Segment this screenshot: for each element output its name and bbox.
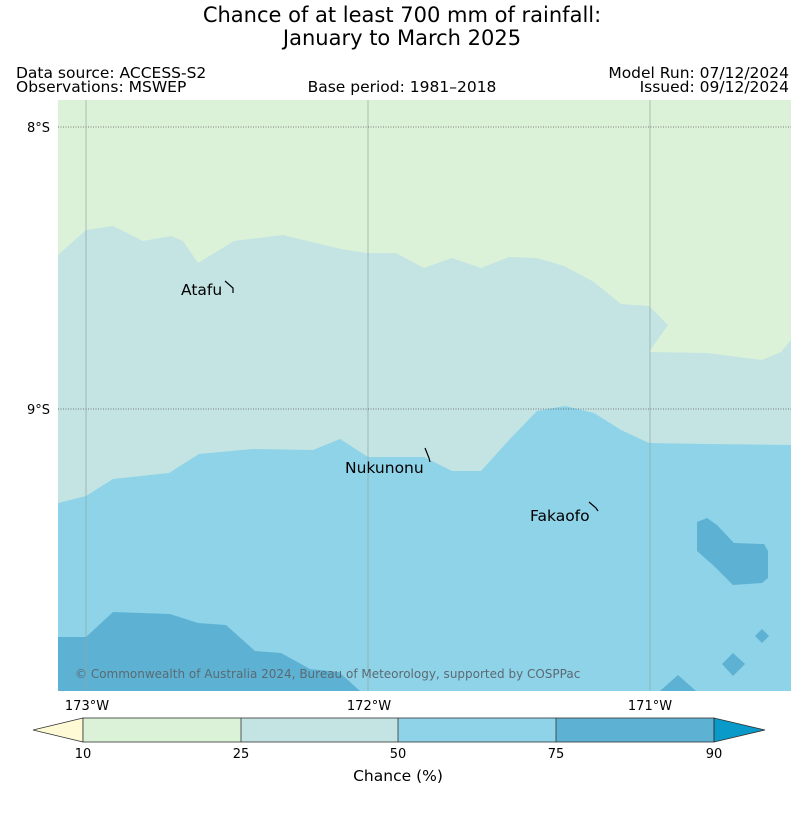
map-title: Chance of at least 700 mm of rainfall: J… [0,4,804,50]
zone-75-90-islet-2 [722,653,745,676]
fakaofo-label: Fakaofo [530,507,590,525]
zone-75-90-east [697,518,768,585]
zone-75-90-islet-3 [660,675,696,691]
atafu-atoll-outline [224,280,234,293]
colorbar-tick-25: 25 [233,747,250,762]
title-line-1: Chance of at least 700 mm of rainfall: [202,3,602,27]
colorbar-segment-50-75 [398,718,556,742]
colorbar: 10 25 50 75 90 Chance (%) [32,717,766,785]
colorbar-segment-75-90 [556,718,714,742]
longitude-label-171w: 171°W [628,699,672,714]
colorbar-title: Chance (%) [353,767,443,785]
data-source-block: Data source: ACCESS-S2 Observations: MSW… [16,64,207,96]
longitude-label-173w: 173°W [65,699,109,714]
colorbar-segment-25-50 [241,718,398,742]
place-atafu: Atafu [181,280,234,299]
data-source-text: Data source: ACCESS-S2 [16,64,207,82]
observations-text: Observations: MSWEP [16,78,187,96]
title-line-2: January to March 2025 [282,26,522,50]
latitude-label-8s: 8°S [27,121,50,136]
issued-text: Issued: 09/12/2024 [639,78,789,96]
colorbar-frame [82,717,715,743]
colorbar-tick-10: 10 [75,747,92,762]
colorbar-over-arrow [713,717,766,743]
fakaofo-atoll-outline [588,501,599,512]
atafu-label: Atafu [181,281,222,299]
model-run-block: Model Run: 07/12/2024 Issued: 09/12/2024 [608,64,789,96]
nukunonu-label: Nukunonu [345,459,424,477]
colorbar-tick-90: 90 [706,747,723,762]
colorbar-segment-10-25 [83,718,241,742]
zone-75-90-islet-1 [755,629,769,643]
graticule [58,100,791,691]
colorbar-tick-50: 50 [390,747,407,762]
colorbar-tick-75: 75 [548,747,565,762]
base-period-text: Base period: 1981–2018 [307,78,497,96]
longitude-label-172w: 172°W [347,699,391,714]
nukunonu-atoll-outline [424,447,431,463]
colorbar-dividers [240,718,557,742]
latitude-label-9s: 9°S [27,403,50,418]
place-nukunonu: Nukunonu [345,447,431,477]
zone-75-90-south [58,612,360,691]
zone-50-75 [58,406,791,691]
map-area: © Commonwealth of Australia 2024, Bureau… [58,100,791,691]
place-fakaofo: Fakaofo [530,501,599,525]
model-run-text: Model Run: 07/12/2024 [608,64,789,82]
copyright-text: © Commonwealth of Australia 2024, Bureau… [75,667,580,681]
colorbar-under-arrow [32,717,84,743]
